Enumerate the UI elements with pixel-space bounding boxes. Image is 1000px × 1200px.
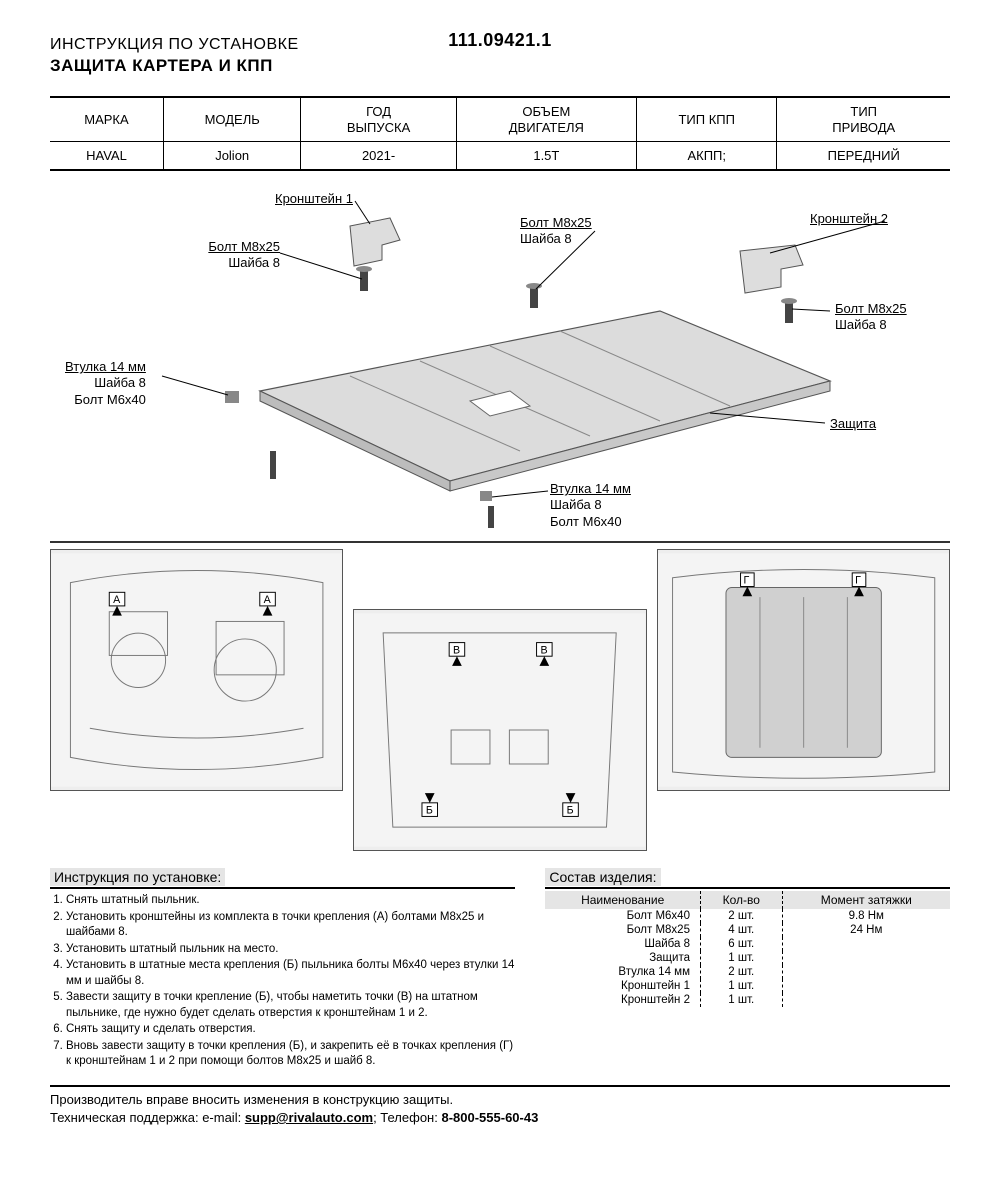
bom-torque <box>782 951 950 965</box>
bom-name: Втулка 14 мм <box>545 965 700 979</box>
callout-bolt-tl: Болт M8x25Шайба 8 <box>208 239 280 272</box>
bom-table: Наименование Кол-во Момент затяжки Болт … <box>545 891 950 1007</box>
instructions: Инструкция по установке: Снять штатный п… <box>50 869 515 1071</box>
footer-line1: Производитель вправе вносить изменения в… <box>50 1091 950 1109</box>
callout-shield: Защита <box>830 416 876 432</box>
spec-data-row: HAVAL Jolion 2021- 1.5T АКПП; ПЕРЕДНИЙ <box>50 142 950 171</box>
svg-text:В: В <box>541 644 548 656</box>
instruction-step: Снять штатный пыльник. <box>66 893 515 909</box>
spec-h-5: ТИППРИВОДА <box>777 97 950 142</box>
photo-2: В В Б Б <box>353 609 646 851</box>
bom-qty: 2 шт. <box>700 909 782 923</box>
exploded-diagram: Кронштейн 1 Болт M8x25Шайба 8 Болт M8x25… <box>50 191 950 531</box>
bom-h-0: Наименование <box>545 891 700 909</box>
svg-text:Г: Г <box>855 575 861 587</box>
bom-row: Кронштейн 1 1 шт. <box>545 979 950 993</box>
photo-1: А А <box>50 549 343 791</box>
bom-name: Защита <box>545 951 700 965</box>
svg-text:А: А <box>113 594 121 606</box>
part-number: 111.09421.1 <box>448 30 552 51</box>
spec-d-3: 1.5T <box>456 142 636 171</box>
callout-sleeve-b: Втулка 14 мм Шайба 8 Болт M6x40 <box>550 481 631 530</box>
spec-h-4: ТИП КПП <box>637 97 777 142</box>
bom-row: Защита 1 шт. <box>545 951 950 965</box>
bom-qty: 6 шт. <box>700 937 782 951</box>
svg-text:Б: Б <box>567 805 574 817</box>
support-email-link[interactable]: supp@rivalauto.com <box>245 1110 373 1125</box>
spec-d-1: Jolion <box>163 142 301 171</box>
bom-name: Болт M8x25 <box>545 923 700 937</box>
callout-bracket2: Кронштейн 2 <box>810 211 888 227</box>
bom-torque <box>782 965 950 979</box>
bom-h-1: Кол-во <box>700 891 782 909</box>
page: 111.09421.1 ИНСТРУКЦИЯ ПО УСТАНОВКЕ ЗАЩИ… <box>50 0 950 1137</box>
instruction-steps: Снять штатный пыльник.Установить кронште… <box>50 893 515 1070</box>
bom-row: Болт M8x25 4 шт. 24 Нм <box>545 923 950 937</box>
composition: Состав изделия: Наименование Кол-во Моме… <box>545 869 950 1071</box>
bom-torque <box>782 937 950 951</box>
instruction-step: Завести защиту в точки крепление (Б), чт… <box>66 990 515 1021</box>
bom-torque <box>782 979 950 993</box>
bom-qty: 4 шт. <box>700 923 782 937</box>
bom-row: Шайба 8 6 шт. <box>545 937 950 951</box>
footer-line2: Техническая поддержка: e-mail: supp@riva… <box>50 1109 950 1127</box>
instructions-title: Инструкция по установке: <box>50 869 515 889</box>
instruction-step: Установить в штатные места крепления (Б)… <box>66 958 515 989</box>
bom-torque <box>782 993 950 1007</box>
header-line2: ЗАЩИТА КАРТЕРА И КПП <box>50 56 299 76</box>
bom-qty: 1 шт. <box>700 979 782 993</box>
spec-d-4: АКПП; <box>637 142 777 171</box>
instruction-step: Установить кронштейны из комплекта в точ… <box>66 910 515 941</box>
callout-bolt-tc: Болт M8x25Шайба 8 <box>520 215 592 248</box>
spec-d-0: HAVAL <box>50 142 163 171</box>
callout-sleeve-l: Втулка 14 мм Шайба 8 Болт M6x40 <box>65 359 146 408</box>
bom-torque: 9.8 Нм <box>782 909 950 923</box>
header: 111.09421.1 ИНСТРУКЦИЯ ПО УСТАНОВКЕ ЗАЩИ… <box>50 30 950 92</box>
spec-header-row: МАРКА МОДЕЛЬ ГОДВЫПУСКА ОБЪЕМДВИГАТЕЛЯ Т… <box>50 97 950 142</box>
bom-name: Болт M6x40 <box>545 909 700 923</box>
composition-title: Состав изделия: <box>545 869 950 889</box>
svg-text:А: А <box>264 594 272 606</box>
svg-text:Г: Г <box>743 575 749 587</box>
callout-bracket1: Кронштейн 1 <box>275 191 353 207</box>
instruction-step: Вновь завести защиту в точки крепления (… <box>66 1039 515 1070</box>
spec-d-5: ПЕРЕДНИЙ <box>777 142 950 171</box>
bom-row: Кронштейн 2 1 шт. <box>545 993 950 1007</box>
bom-qty: 1 шт. <box>700 993 782 1007</box>
spec-h-2: ГОДВЫПУСКА <box>301 97 456 142</box>
diagram-svg <box>50 191 950 531</box>
instruction-step: Установить штатный пыльник на место. <box>66 942 515 958</box>
photo-3: Г Г <box>657 549 950 791</box>
bottom-area: Инструкция по установке: Снять штатный п… <box>50 869 950 1071</box>
spec-d-2: 2021- <box>301 142 456 171</box>
bom-h-2: Момент затяжки <box>782 891 950 909</box>
svg-text:В: В <box>453 644 460 656</box>
install-photos: А А В В Б Б <box>50 541 950 851</box>
bom-name: Кронштейн 1 <box>545 979 700 993</box>
bom-torque: 24 Нм <box>782 923 950 937</box>
svg-text:Б: Б <box>426 805 433 817</box>
instruction-step: Снять защиту и сделать отверстия. <box>66 1022 515 1038</box>
callout-bolt-tr: Болт M8x25Шайба 8 <box>835 301 907 334</box>
spec-table: МАРКА МОДЕЛЬ ГОДВЫПУСКА ОБЪЕМДВИГАТЕЛЯ Т… <box>50 96 950 171</box>
spec-h-3: ОБЪЕМДВИГАТЕЛЯ <box>456 97 636 142</box>
bom-name: Кронштейн 2 <box>545 993 700 1007</box>
bom-qty: 2 шт. <box>700 965 782 979</box>
footer: Производитель вправе вносить изменения в… <box>50 1085 950 1127</box>
support-phone: 8-800-555-60-43 <box>441 1110 538 1125</box>
bom-name: Шайба 8 <box>545 937 700 951</box>
bom-row: Втулка 14 мм 2 шт. <box>545 965 950 979</box>
spec-h-1: МОДЕЛЬ <box>163 97 301 142</box>
bom-row: Болт M6x40 2 шт. 9.8 Нм <box>545 909 950 923</box>
spec-h-0: МАРКА <box>50 97 163 142</box>
bom-qty: 1 шт. <box>700 951 782 965</box>
header-line1: ИНСТРУКЦИЯ ПО УСТАНОВКЕ <box>50 36 299 54</box>
header-titles: ИНСТРУКЦИЯ ПО УСТАНОВКЕ ЗАЩИТА КАРТЕРА И… <box>50 36 299 76</box>
